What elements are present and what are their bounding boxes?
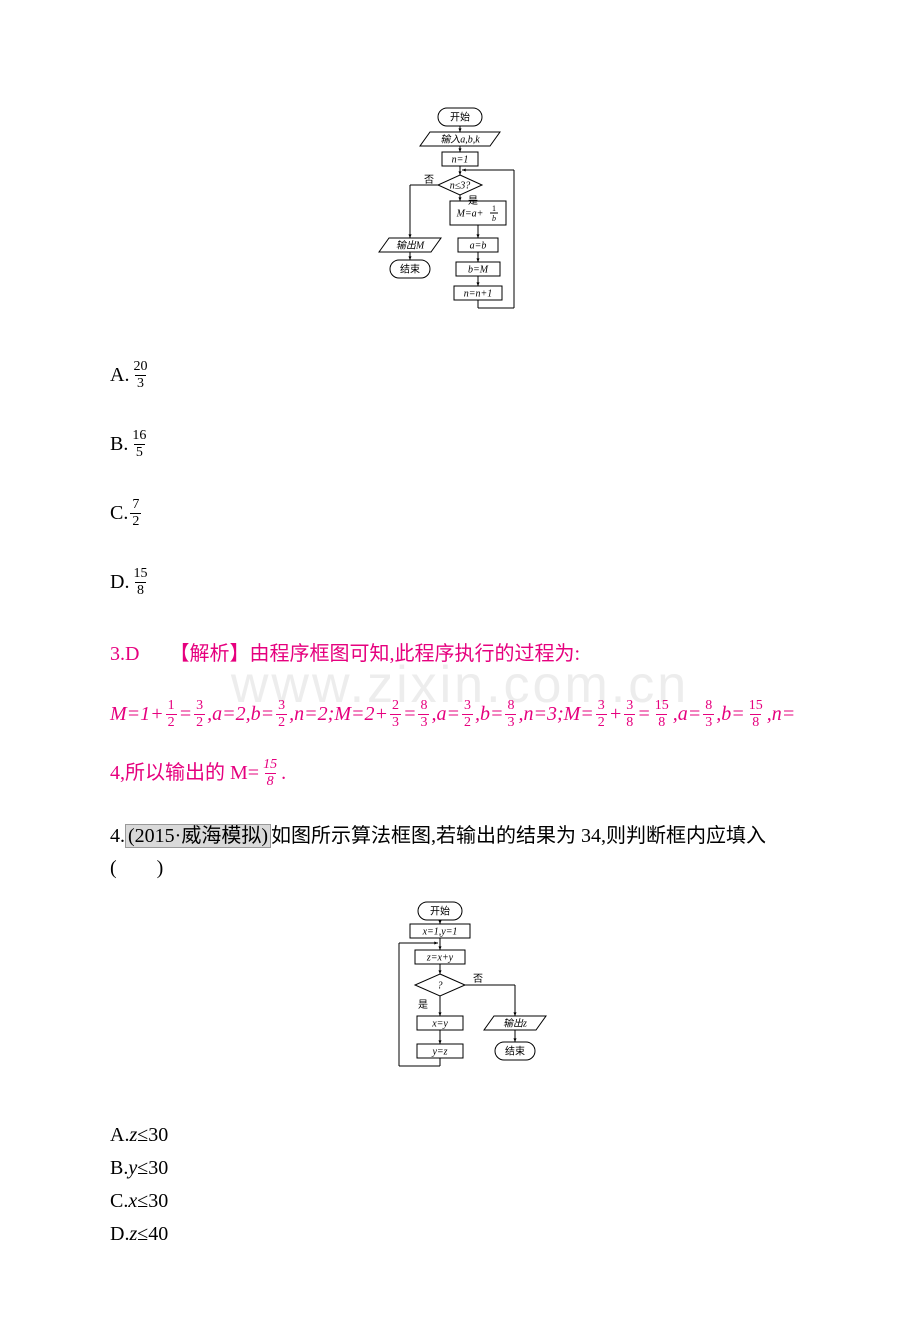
svg-text:b=M: b=M (468, 265, 489, 276)
answer-header: 3.D 【解析】由程序框图可知,此程序执行的过程为: (110, 636, 810, 672)
q4-option-c: C.x≤30 (110, 1190, 810, 1213)
q4-option-a: A.z≤30 (110, 1124, 810, 1147)
q4-option-b: B.y≤30 (110, 1157, 810, 1180)
svg-text:M=a+: M=a+ (456, 209, 484, 220)
svg-text:否: 否 (424, 174, 434, 186)
option-b: B. 165 (110, 429, 810, 460)
svg-text:1: 1 (492, 204, 496, 213)
answer-equation: M=1+12 = 32 ,a=2,b=32 ,n=2;M=2+23 = 83 ,… (110, 692, 810, 736)
option-d: D. 158 (110, 567, 810, 598)
svg-text:?: ? (438, 981, 443, 992)
svg-text:x=1,y=1: x=1,y=1 (422, 927, 458, 938)
svg-text:b: b (492, 214, 496, 223)
svg-text:结束: 结束 (400, 263, 420, 276)
answer-conclusion: 4,所以输出的 M= 158 . (110, 751, 810, 795)
svg-text:n=n+1: n=n+1 (464, 289, 493, 300)
svg-text:z=x+y: z=x+y (426, 953, 454, 964)
flowchart-2: 开始 x=1,y=1 z=x+y? 是x=y y=z 否输出z 结束 (360, 899, 560, 1099)
q4-option-d: D.z≤40 (110, 1223, 810, 1246)
question-4: 4.(2015·威海模拟)如图所示算法框图,若输出的结果为 34,则判断框内应填… (110, 820, 810, 884)
svg-text:输出M: 输出M (396, 240, 425, 252)
svg-text:是: 是 (418, 999, 428, 1011)
svg-text:n=1: n=1 (452, 155, 469, 166)
svg-text:a=b: a=b (470, 241, 487, 252)
svg-text:x=y: x=y (431, 1019, 448, 1030)
option-c: C. 72 (110, 498, 810, 529)
svg-text:结束: 结束 (505, 1045, 525, 1058)
source-tag: (2015·威海模拟) (125, 824, 271, 848)
option-a: A. 203 (110, 360, 810, 391)
svg-text:开始: 开始 (430, 905, 450, 918)
svg-text:输入a,b,k: 输入a,b,k (440, 134, 480, 146)
svg-text:n≤3?: n≤3? (450, 181, 471, 192)
svg-text:否: 否 (473, 973, 483, 985)
svg-text:y=z: y=z (431, 1047, 447, 1058)
svg-text:输出z: 输出z (503, 1018, 527, 1030)
flowchart-1: 开始输入a,b,kn=1n≤3?是M=a+1b否输出M结束a=bb=Mn=n+1 (370, 105, 550, 335)
svg-text:开始: 开始 (450, 111, 470, 124)
